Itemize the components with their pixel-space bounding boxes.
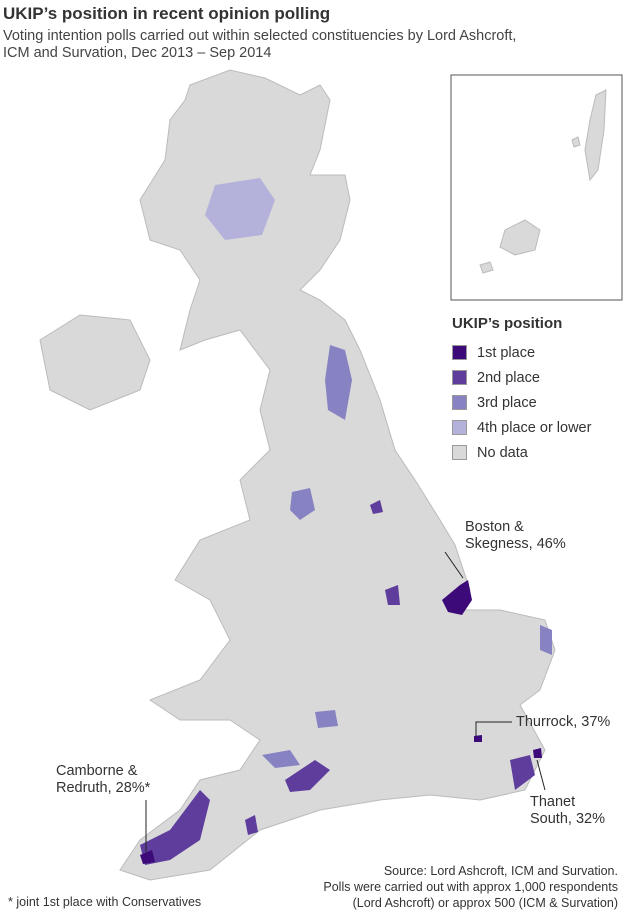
thanet-leader-line: [536, 759, 546, 791]
constituency-3rd-place: [262, 750, 300, 768]
northern-ireland: [39, 314, 151, 411]
constituency-2nd-place: [245, 815, 258, 835]
label-line: Thanet: [530, 794, 576, 810]
legend-swatch: [452, 345, 467, 360]
camborne-label: Camborne & Redruth, 28%*: [56, 763, 150, 797]
legend-item: No data: [452, 440, 591, 465]
legend-swatch: [452, 370, 467, 385]
legend-label: No data: [477, 444, 528, 461]
legend-item: 3rd place: [452, 390, 591, 415]
constituency-3rd-place: [540, 625, 552, 655]
footnote: * joint 1st place with Conservatives: [8, 895, 202, 909]
thurrock-leader-line: [475, 721, 512, 736]
legend-item: 2nd place: [452, 365, 591, 390]
constituency-3rd-place: [315, 710, 338, 728]
label-line: Skegness, 46%: [465, 536, 566, 552]
constituency-1st-place-boston-skegness: [442, 580, 472, 615]
thanet-label: Thanet South, 32%: [530, 794, 605, 828]
constituency-1st-place-thurrock: [474, 735, 482, 742]
constituency-2nd-place: [385, 585, 400, 605]
legend-swatch: [452, 395, 467, 410]
subtitle-line: ICM and Survation, Dec 2013 – Sep 2014: [3, 45, 272, 61]
constituency-3rd-place: [290, 488, 315, 520]
source-note: Source: Lord Ashcroft, ICM and Survation…: [323, 863, 618, 911]
legend-label: 4th place or lower: [477, 419, 592, 436]
constituency-3rd-place: [325, 345, 352, 420]
constituency-2nd-place: [140, 790, 210, 865]
source-line: (Lord Ashcroft) or approx 500 (ICM & Sur…: [352, 896, 618, 910]
legend-title: UKIP’s position: [452, 315, 563, 332]
great-britain: [119, 69, 556, 881]
map-title: UKIP’s position in recent opinion pollin…: [3, 4, 331, 23]
source-line: Polls were carried out with approx 1,000…: [323, 880, 618, 894]
boston-leader-line: [444, 551, 464, 579]
subtitle-line: Voting intention polls carried out withi…: [3, 28, 517, 44]
constituency-1st-place-camborne-redruth: [140, 850, 155, 864]
label-line: South, 32%: [530, 811, 605, 827]
legend-item: 1st place: [452, 340, 591, 365]
legend-label: 1st place: [477, 344, 536, 361]
constituency-2nd-place: [510, 755, 535, 790]
label-line: Camborne &: [56, 763, 138, 779]
legend: UKIP’s position 1st place 2nd place 3rd …: [452, 315, 591, 465]
constituency-2nd-place: [285, 760, 330, 792]
label-line: Boston &: [465, 519, 524, 535]
source-line: Source: Lord Ashcroft, ICM and Survation…: [383, 864, 618, 878]
label-line: Redruth, 28%*: [56, 780, 151, 796]
legend-label: 3rd place: [477, 394, 537, 411]
constituency-4th-place: [205, 178, 275, 240]
legend-label: 2nd place: [477, 369, 540, 386]
constituency-1st-place-thanet-south: [533, 748, 542, 758]
legend-item: 4th place or lower: [452, 415, 591, 440]
boston-label: Boston & Skegness, 46%: [465, 519, 566, 553]
legend-swatch: [452, 445, 467, 460]
constituency-2nd-place: [370, 500, 383, 514]
map-subtitle: Voting intention polls carried out withi…: [3, 28, 603, 62]
legend-swatch: [452, 420, 467, 435]
thurrock-label: Thurrock, 37%: [516, 714, 611, 730]
shetland-islands: [479, 89, 607, 274]
